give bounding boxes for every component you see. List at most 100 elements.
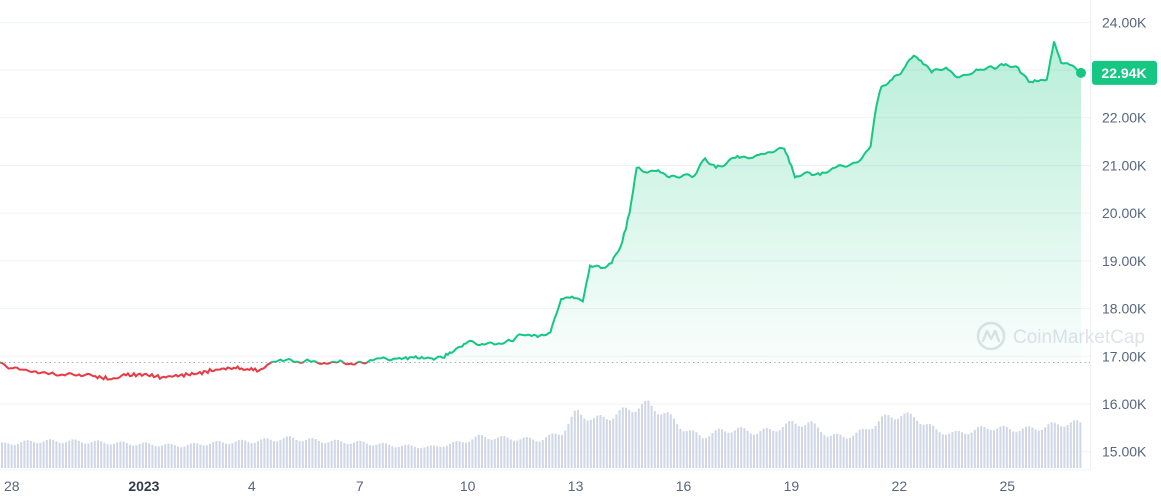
volume-bar <box>919 423 922 468</box>
volume-bar <box>337 439 339 468</box>
volume-bar <box>506 437 509 468</box>
volume-bar <box>177 446 179 468</box>
price-line-below-baseline[interactable] <box>0 41 1081 381</box>
volume-bar <box>586 420 589 468</box>
volume-bar <box>125 443 128 468</box>
volume-bar <box>813 423 816 468</box>
volume-bar <box>154 446 157 468</box>
volume-bar <box>727 432 730 468</box>
volume-bar <box>999 426 1002 468</box>
volume-bar <box>164 444 167 468</box>
volume-bar <box>861 428 864 468</box>
volume-bar <box>580 414 583 468</box>
volume-bar <box>266 438 269 468</box>
current-price-label: 22.94K <box>1101 65 1146 81</box>
y-tick-label: 19.00K <box>1102 253 1147 269</box>
volume-bar <box>74 439 77 468</box>
volume-bar <box>637 408 640 468</box>
volume-bar <box>1050 422 1053 468</box>
volume-bar <box>855 432 858 468</box>
volume-bar <box>145 442 147 468</box>
volume-bar <box>737 427 739 468</box>
volume-bar <box>228 444 231 468</box>
volume-bar <box>221 442 224 468</box>
volume-bar <box>650 405 653 468</box>
volume-bar <box>612 418 615 468</box>
volume-bar <box>26 440 29 468</box>
volume-bar <box>532 439 535 468</box>
volume-bar <box>641 404 643 468</box>
volume-bar <box>849 437 851 468</box>
volume-bar <box>433 445 435 468</box>
volume-bar <box>989 430 992 468</box>
volume-bar <box>241 439 243 468</box>
volume-bar <box>471 439 474 468</box>
volume-bar <box>129 444 131 468</box>
volume-bar <box>375 444 378 468</box>
volume-bar <box>906 412 909 468</box>
volume-bar <box>996 428 999 468</box>
volume-bar <box>253 442 256 468</box>
x-tick-label: 16 <box>676 478 692 494</box>
volume-bar <box>116 442 119 468</box>
volume-bar <box>596 415 599 468</box>
volume-bar <box>884 414 887 468</box>
volume-bar <box>346 444 349 468</box>
volume-bar <box>497 437 499 468</box>
volume-bar <box>583 418 586 468</box>
volume-bar <box>1028 426 1031 468</box>
volume-bar <box>289 436 291 468</box>
volume-bar <box>820 431 823 468</box>
volume-bar <box>561 434 563 468</box>
volume-bar <box>538 441 541 468</box>
volume-bar <box>1069 422 1072 468</box>
volume-bar <box>871 428 874 468</box>
volume-bar <box>993 430 995 468</box>
volume-bar <box>327 442 330 468</box>
volume-bar <box>282 438 285 468</box>
volume-bar <box>285 436 288 468</box>
volume-bar <box>356 441 359 468</box>
price-area-fill <box>271 41 1081 363</box>
volume-bar <box>673 418 675 468</box>
volume-bar <box>567 423 570 468</box>
volume-bar <box>65 442 67 468</box>
volume-bar <box>983 426 986 468</box>
volume-bar <box>452 441 455 468</box>
volume-bar <box>772 430 775 468</box>
volume-bar <box>17 443 19 468</box>
volume-bar <box>13 444 16 468</box>
volume-bar <box>215 440 218 468</box>
volume-bar <box>711 433 714 468</box>
volume-bar <box>679 428 682 468</box>
volume-bar <box>420 448 423 468</box>
volume-bar <box>321 442 323 468</box>
volume-bar <box>407 444 410 468</box>
volume-bar <box>1041 429 1043 468</box>
volume-bar <box>701 438 704 468</box>
volume-bar <box>1037 430 1040 468</box>
volume-bar <box>372 445 375 468</box>
volume-bar <box>487 438 490 468</box>
volume-bar <box>954 431 957 468</box>
volume-bar <box>525 436 528 468</box>
volume-bar <box>39 442 42 468</box>
x-axis: 28 2023 4 7 10 13 16 19 22 25 <box>4 478 1015 494</box>
volume-bar <box>692 430 695 468</box>
volume-bar <box>836 433 839 468</box>
volume-bar <box>493 439 496 468</box>
volume-bar <box>10 444 13 468</box>
volume-bar <box>1047 424 1050 468</box>
volume-bar <box>231 443 234 468</box>
volume-bar <box>93 440 96 468</box>
volume-bar <box>833 434 835 468</box>
volume-bar <box>938 432 941 468</box>
volume-bar <box>1079 422 1082 468</box>
volume-bar <box>161 445 163 468</box>
price-line-above-baseline[interactable] <box>0 41 1082 379</box>
volume-bar <box>500 436 503 468</box>
current-price-dot[interactable] <box>1076 67 1087 78</box>
volume-bar <box>1021 428 1024 468</box>
volume-bar <box>45 439 48 468</box>
